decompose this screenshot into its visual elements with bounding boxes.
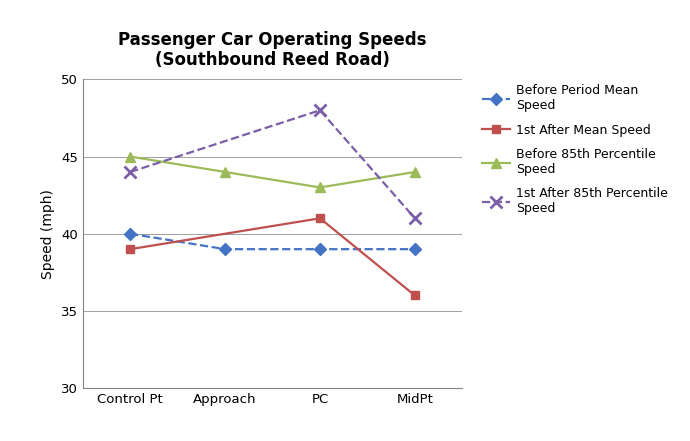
Before Period Mean
Speed xyxy=(411,247,419,252)
Line: Before Period Mean
Speed: Before Period Mean Speed xyxy=(126,230,419,253)
Before 85th Percentile
Speed xyxy=(221,169,229,175)
1st After 85th Percentile
Speed xyxy=(126,169,135,175)
Before Period Mean
Speed xyxy=(126,231,135,236)
Y-axis label: Speed (mph): Speed (mph) xyxy=(41,189,55,279)
Line: 1st After Mean Speed: 1st After Mean Speed xyxy=(126,214,419,299)
Line: 1st After 85th Percentile
Speed: 1st After 85th Percentile Speed xyxy=(125,105,420,224)
Before 85th Percentile
Speed xyxy=(411,169,419,175)
1st After 85th Percentile
Speed xyxy=(316,108,324,113)
Before Period Mean
Speed xyxy=(221,247,229,252)
1st After Mean Speed xyxy=(316,216,324,221)
1st After 85th Percentile
Speed xyxy=(411,216,419,221)
Legend: Before Period Mean
Speed, 1st After Mean Speed, Before 85th Percentile
Speed, 1s: Before Period Mean Speed, 1st After Mean… xyxy=(477,79,673,220)
Before 85th Percentile
Speed xyxy=(126,154,135,159)
Title: Passenger Car Operating Speeds
(Southbound Reed Road): Passenger Car Operating Speeds (Southbou… xyxy=(118,31,427,70)
Before Period Mean
Speed xyxy=(316,247,324,252)
Before 85th Percentile
Speed xyxy=(316,185,324,190)
1st After Mean Speed xyxy=(411,293,419,298)
1st After Mean Speed xyxy=(126,247,135,252)
Line: Before 85th Percentile
Speed: Before 85th Percentile Speed xyxy=(126,152,420,192)
